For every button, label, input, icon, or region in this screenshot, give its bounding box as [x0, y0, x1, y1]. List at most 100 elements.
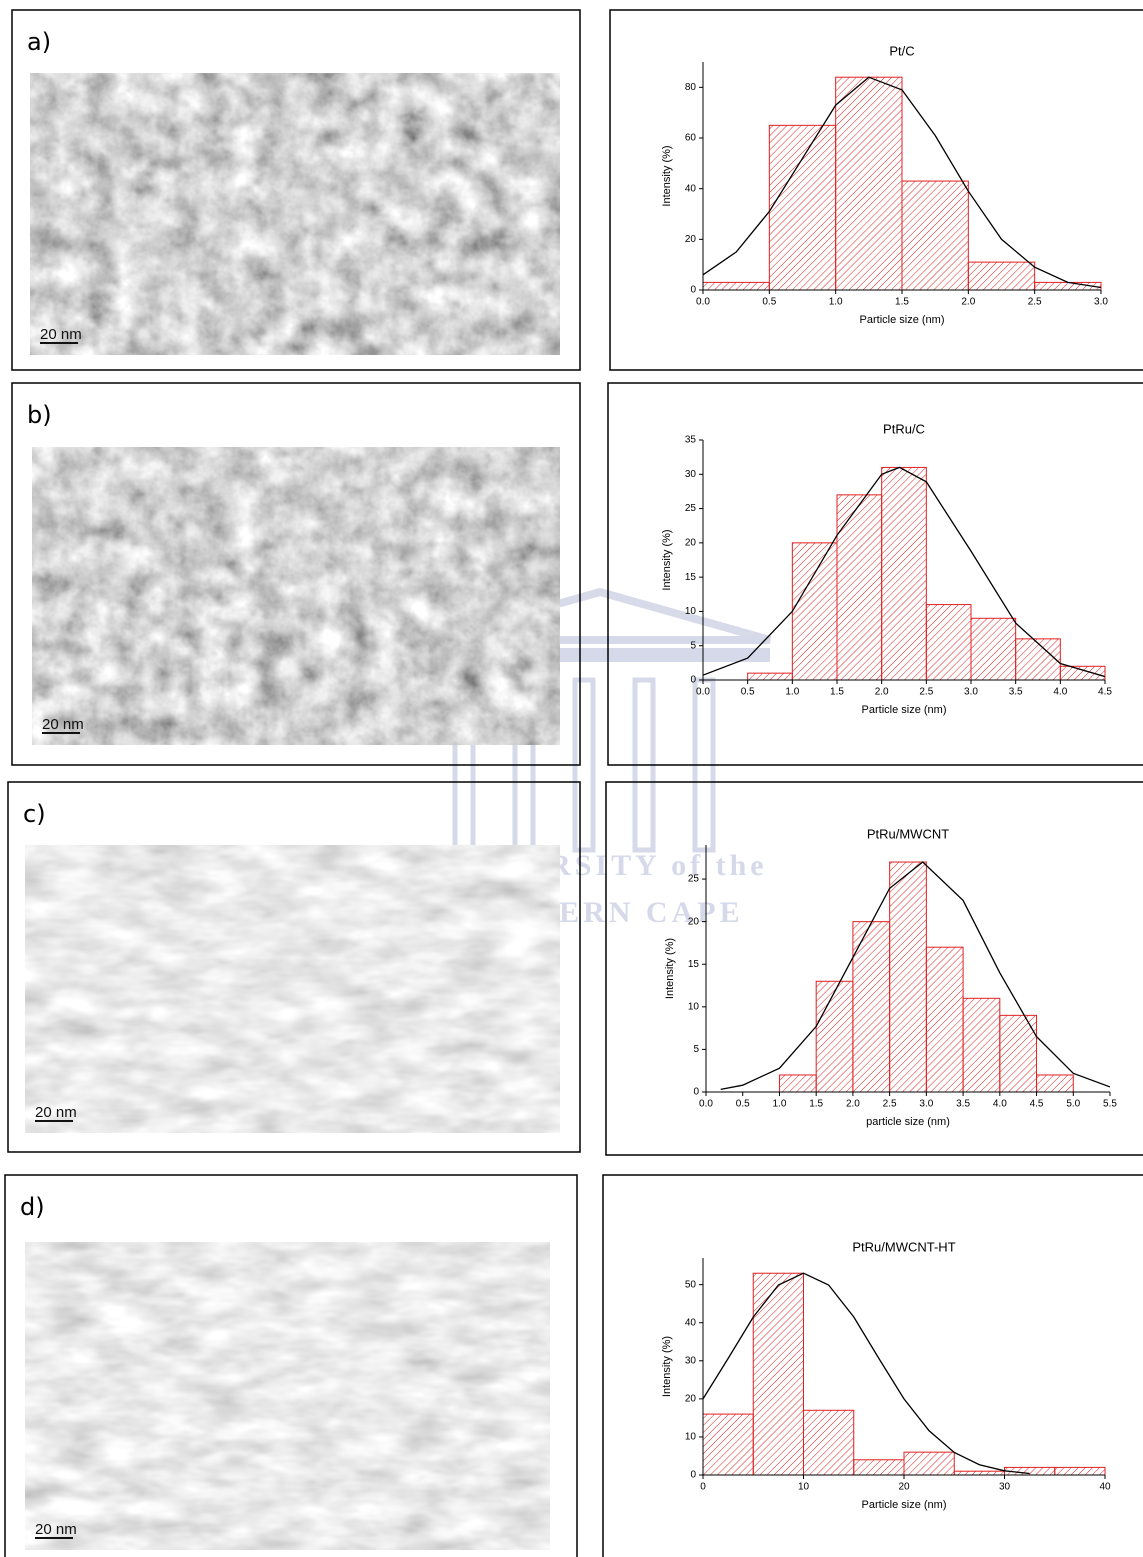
x-tick-label: 5.5	[1103, 1099, 1117, 1110]
x-tick-label: 1.5	[830, 687, 844, 698]
x-axis-label: Particle size (nm)	[862, 1499, 947, 1511]
x-tick-label: 0	[700, 1482, 706, 1493]
y-axis-label: Intensity (%)	[661, 529, 673, 590]
y-tick-label: 0	[690, 675, 696, 686]
bar	[768, 124, 837, 291]
y-tick-label: 20	[685, 234, 697, 245]
y-tick-label: 10	[685, 1432, 697, 1443]
bar	[967, 261, 1036, 291]
x-tick-label: 1.0	[773, 1099, 787, 1110]
panel-frame	[607, 382, 1143, 766]
x-tick-label: 2.5	[919, 687, 933, 698]
bar	[1015, 638, 1061, 681]
bar	[1054, 1466, 1106, 1476]
chart-title: PtRu/C	[883, 421, 925, 436]
bar	[953, 1470, 1005, 1476]
scale-bar-label: 20 nm	[35, 1521, 77, 1538]
x-axis-label: Particle size (nm)	[860, 314, 945, 326]
x-tick-label: 1.0	[829, 297, 843, 308]
bar	[925, 946, 964, 1093]
chart-title: Pt/C	[889, 43, 914, 58]
panel-frame	[4, 1174, 578, 1557]
y-tick-label: 15	[688, 959, 700, 970]
bar	[853, 1459, 905, 1476]
fit-curve	[703, 466, 1105, 678]
panel-label: d)	[20, 1193, 45, 1221]
y-tick-label: 80	[685, 82, 697, 93]
fit-curve	[720, 861, 1110, 1091]
y-tick-label: 40	[685, 1317, 697, 1328]
y-tick-label: 30	[685, 469, 697, 480]
bar	[925, 604, 972, 681]
x-tick-label: 2.0	[961, 297, 975, 308]
y-tick-label: 0	[690, 1470, 696, 1481]
y-tick-label: 25	[685, 503, 697, 514]
y-tick-label: 30	[685, 1355, 697, 1366]
tem-image	[25, 1242, 550, 1550]
y-tick-label: 20	[685, 1394, 697, 1405]
x-tick-label: 0.0	[696, 687, 710, 698]
x-tick-label: 3.0	[964, 687, 978, 698]
y-axis-label: Intensity (%)	[661, 145, 673, 206]
y-tick-label: 25	[688, 874, 700, 885]
bar	[970, 617, 1017, 681]
y-tick-label: 0	[693, 1087, 699, 1098]
x-tick-label: 2.0	[846, 1099, 860, 1110]
y-axis-label: Intensity (%)	[661, 1336, 673, 1397]
bar	[852, 921, 891, 1093]
x-tick-label: 0.5	[762, 297, 776, 308]
y-tick-label: 10	[685, 606, 697, 617]
scale-bar-label: 20 nm	[35, 1104, 77, 1121]
x-tick-label: 5.0	[1066, 1099, 1080, 1110]
bar	[815, 980, 854, 1093]
bar	[881, 466, 927, 681]
x-tick-label: 0.0	[696, 297, 710, 308]
bar	[1036, 1074, 1074, 1093]
y-tick-label: 20	[685, 537, 697, 548]
y-tick-label: 0	[690, 285, 696, 296]
chart-title: PtRu/MWCNT-HT	[852, 1239, 955, 1254]
scale-bar-label: 20 nm	[42, 716, 84, 733]
y-axis-label: Intensity (%)	[664, 938, 676, 999]
bar	[1059, 665, 1106, 681]
fit-curve	[703, 1272, 1030, 1475]
y-tick-label: 35	[685, 435, 697, 446]
panel-label: c)	[23, 800, 46, 828]
x-tick-label: 20	[898, 1482, 910, 1493]
y-tick-label: 60	[685, 133, 697, 144]
panel-frame	[605, 781, 1143, 1156]
x-tick-label: 30	[999, 1482, 1011, 1493]
fit-curve	[703, 76, 1101, 289]
bar	[791, 542, 838, 681]
x-tick-label: 3.5	[1009, 687, 1023, 698]
y-tick-label: 5	[693, 1044, 699, 1055]
x-tick-label: 2.5	[883, 1099, 897, 1110]
x-axis-label: particle size (nm)	[866, 1116, 950, 1128]
x-tick-label: 4.0	[1053, 687, 1067, 698]
bar	[702, 281, 770, 291]
bar	[836, 494, 883, 681]
bar	[778, 1074, 817, 1093]
bar	[889, 861, 927, 1093]
panel-frame	[11, 9, 581, 371]
bar	[747, 672, 793, 681]
bar	[903, 1451, 955, 1476]
x-tick-label: 1.0	[785, 687, 799, 698]
x-tick-label: 3.0	[1094, 297, 1108, 308]
x-tick-label: 40	[1099, 1482, 1111, 1493]
y-tick-label: 15	[685, 572, 697, 583]
x-tick-label: 4.0	[993, 1099, 1007, 1110]
x-tick-label: 10	[798, 1482, 810, 1493]
x-tick-label: 0.5	[736, 1099, 750, 1110]
bar	[962, 997, 1001, 1093]
x-tick-label: 4.5	[1030, 1099, 1044, 1110]
panel-frame	[11, 382, 581, 766]
x-axis-label: Particle size (nm)	[862, 704, 947, 716]
y-tick-label: 50	[685, 1279, 697, 1290]
chart-title: PtRu/MWCNT	[867, 826, 949, 841]
y-tick-label: 20	[688, 916, 700, 927]
y-tick-label: 10	[688, 1001, 700, 1012]
x-tick-label: 4.5	[1098, 687, 1112, 698]
tem-image	[32, 447, 560, 745]
